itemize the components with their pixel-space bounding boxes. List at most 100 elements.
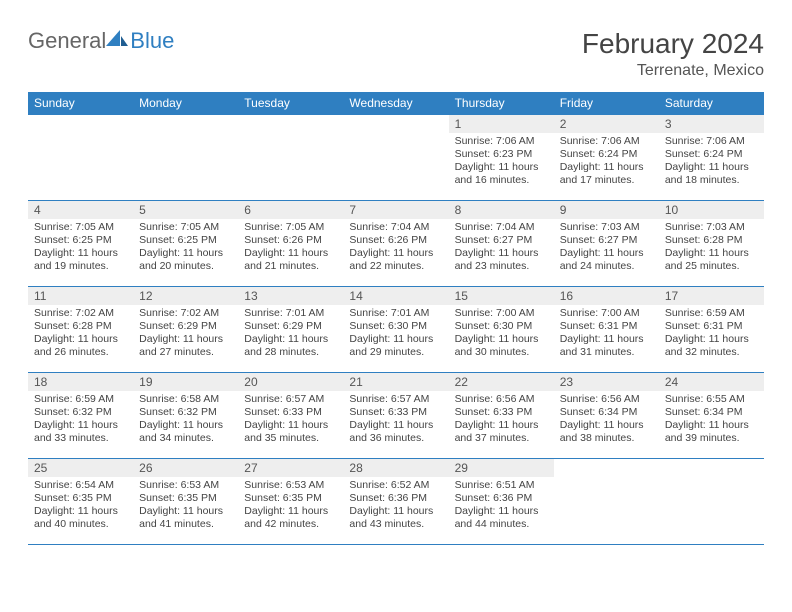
daylight-text: Daylight: 11 hours and 29 minutes. [349, 333, 442, 359]
calendar-table: Sunday Monday Tuesday Wednesday Thursday… [28, 92, 764, 545]
sunrise-text: Sunrise: 6:57 AM [244, 393, 337, 406]
sunrise-text: Sunrise: 7:03 AM [560, 221, 653, 234]
daylight-text: Daylight: 11 hours and 35 minutes. [244, 419, 337, 445]
calendar-cell: 13Sunrise: 7:01 AMSunset: 6:29 PMDayligh… [238, 287, 343, 373]
sunset-text: Sunset: 6:27 PM [560, 234, 653, 247]
sunrise-text: Sunrise: 7:04 AM [455, 221, 548, 234]
day-details: Sunrise: 6:53 AMSunset: 6:35 PMDaylight:… [238, 477, 343, 536]
sunrise-text: Sunrise: 6:53 AM [244, 479, 337, 492]
sunset-text: Sunset: 6:25 PM [139, 234, 232, 247]
daylight-text: Daylight: 11 hours and 19 minutes. [34, 247, 127, 273]
calendar-cell: 16Sunrise: 7:00 AMSunset: 6:31 PMDayligh… [554, 287, 659, 373]
day-details: Sunrise: 6:55 AMSunset: 6:34 PMDaylight:… [659, 391, 764, 450]
day-number: 20 [238, 373, 343, 391]
day-details: Sunrise: 6:56 AMSunset: 6:34 PMDaylight:… [554, 391, 659, 450]
sunrise-text: Sunrise: 7:02 AM [34, 307, 127, 320]
sunset-text: Sunset: 6:24 PM [560, 148, 653, 161]
daylight-text: Daylight: 11 hours and 40 minutes. [34, 505, 127, 531]
sunrise-text: Sunrise: 7:05 AM [244, 221, 337, 234]
sunrise-text: Sunrise: 7:05 AM [139, 221, 232, 234]
day-number: 13 [238, 287, 343, 305]
calendar-cell: 14 Sunrise: 7:01 AMSunset: 6:30 PMDayligh… [343, 287, 448, 373]
sunset-text: Sunset: 6:24 PM [665, 148, 758, 161]
sunrise-text: Sunrise: 7:06 AM [560, 135, 653, 148]
day-number: 14 [343, 287, 448, 305]
sunrise-text: Sunrise: 7:02 AM [139, 307, 232, 320]
day-details: Sunrise: 7:04 AMSunset: 6:26 PMDaylight:… [343, 219, 448, 278]
sunset-text: Sunset: 6:33 PM [455, 406, 548, 419]
day-number: 27 [238, 459, 343, 477]
daylight-text: Daylight: 11 hours and 23 minutes. [455, 247, 548, 273]
calendar-cell: 22Sunrise: 6:56 AMSunset: 6:33 PMDayligh… [449, 373, 554, 459]
day-details: Sunrise: 6:51 AMSunset: 6:36 PMDaylight:… [449, 477, 554, 536]
day-details: Sunrise: 6:57 AMSunset: 6:33 PMDaylight:… [343, 391, 448, 450]
sunrise-text: Sunrise: 6:54 AM [34, 479, 127, 492]
daylight-text: Daylight: 11 hours and 20 minutes. [139, 247, 232, 273]
sunset-text: Sunset: 6:31 PM [560, 320, 653, 333]
calendar-cell [133, 115, 238, 201]
daylight-text: Daylight: 11 hours and 33 minutes. [34, 419, 127, 445]
header: General Blue February 2024 Terrenate, Me… [28, 28, 764, 80]
day-details: Sunrise: 6:57 AMSunset: 6:33 PMDaylight:… [238, 391, 343, 450]
daylight-text: Daylight: 11 hours and 44 minutes. [455, 505, 548, 531]
day-number: 12 [133, 287, 238, 305]
calendar-cell: 24Sunrise: 6:55 AMSunset: 6:34 PMDayligh… [659, 373, 764, 459]
sunrise-text: Sunrise: 7:01 AM [349, 307, 442, 320]
sunset-text: Sunset: 6:26 PM [244, 234, 337, 247]
calendar-cell: 19Sunrise: 6:58 AMSunset: 6:32 PMDayligh… [133, 373, 238, 459]
calendar-cell: 6Sunrise: 7:05 AMSunset: 6:26 PMDaylight… [238, 201, 343, 287]
day-details: Sunrise: 6:56 AMSunset: 6:33 PMDaylight:… [449, 391, 554, 450]
day-details: Sunrise: 7:03 AMSunset: 6:27 PMDaylight:… [554, 219, 659, 278]
daylight-text: Daylight: 11 hours and 28 minutes. [244, 333, 337, 359]
daylight-text: Daylight: 11 hours and 27 minutes. [139, 333, 232, 359]
daylight-text: Daylight: 11 hours and 24 minutes. [560, 247, 653, 273]
sunset-text: Sunset: 6:27 PM [455, 234, 548, 247]
day-number: 17 [659, 287, 764, 305]
calendar-cell: 25Sunrise: 6:54 AMSunset: 6:35 PMDayligh… [28, 459, 133, 545]
day-details: Sunrise: 7:01 AMSunset: 6:29 PMDaylight:… [238, 305, 343, 364]
col-sunday: Sunday [28, 92, 133, 115]
daylight-text: Daylight: 11 hours and 38 minutes. [560, 419, 653, 445]
sunset-text: Sunset: 6:31 PM [665, 320, 758, 333]
day-number: 28 [343, 459, 448, 477]
day-details: Sunrise: 7:04 AMSunset: 6:27 PMDaylight:… [449, 219, 554, 278]
calendar-cell: 18Sunrise: 6:59 AMSunset: 6:32 PMDayligh… [28, 373, 133, 459]
sunrise-text: Sunrise: 7:00 AM [560, 307, 653, 320]
day-header-row: Sunday Monday Tuesday Wednesday Thursday… [28, 92, 764, 115]
calendar-cell: 28Sunrise: 6:52 AMSunset: 6:36 PMDayligh… [343, 459, 448, 545]
day-details: Sunrise: 7:02 AMSunset: 6:28 PMDaylight:… [28, 305, 133, 364]
sunrise-text: Sunrise: 6:59 AM [665, 307, 758, 320]
day-number: 4 [28, 201, 133, 219]
calendar-cell: 4Sunrise: 7:05 AMSunset: 6:25 PMDaylight… [28, 201, 133, 287]
calendar-cell: 8Sunrise: 7:04 AMSunset: 6:27 PMDaylight… [449, 201, 554, 287]
day-number: 16 [554, 287, 659, 305]
day-details: Sunrise: 7:00 AMSunset: 6:30 PMDaylight:… [449, 305, 554, 364]
daylight-text: Daylight: 11 hours and 16 minutes. [455, 161, 548, 187]
calendar-cell: 29Sunrise: 6:51 AMSunset: 6:36 PMDayligh… [449, 459, 554, 545]
sunset-text: Sunset: 6:32 PM [34, 406, 127, 419]
day-details: Sunrise: 7:05 AMSunset: 6:25 PMDaylight:… [28, 219, 133, 278]
logo-sail-icon [106, 30, 128, 48]
daylight-text: Daylight: 11 hours and 25 minutes. [665, 247, 758, 273]
col-tuesday: Tuesday [238, 92, 343, 115]
daylight-text: Daylight: 11 hours and 26 minutes. [34, 333, 127, 359]
logo: General Blue [28, 28, 174, 54]
day-details: Sunrise: 7:05 AMSunset: 6:25 PMDaylight:… [133, 219, 238, 278]
calendar-row: 18Sunrise: 6:59 AMSunset: 6:32 PMDayligh… [28, 373, 764, 459]
calendar-cell: 20Sunrise: 6:57 AMSunset: 6:33 PMDayligh… [238, 373, 343, 459]
day-number: 25 [28, 459, 133, 477]
day-number: 24 [659, 373, 764, 391]
day-details: Sunrise: 7:06 AMSunset: 6:23 PMDaylight:… [449, 133, 554, 192]
sunrise-text: Sunrise: 7:06 AM [455, 135, 548, 148]
sunset-text: Sunset: 6:34 PM [560, 406, 653, 419]
daylight-text: Daylight: 11 hours and 34 minutes. [139, 419, 232, 445]
calendar-cell [659, 459, 764, 545]
sunset-text: Sunset: 6:36 PM [455, 492, 548, 505]
daylight-text: Daylight: 11 hours and 22 minutes. [349, 247, 442, 273]
sunset-text: Sunset: 6:28 PM [665, 234, 758, 247]
sunset-text: Sunset: 6:30 PM [349, 320, 442, 333]
sunset-text: Sunset: 6:30 PM [455, 320, 548, 333]
day-details: Sunrise: 6:58 AMSunset: 6:32 PMDaylight:… [133, 391, 238, 450]
day-number: 9 [554, 201, 659, 219]
day-number: 8 [449, 201, 554, 219]
